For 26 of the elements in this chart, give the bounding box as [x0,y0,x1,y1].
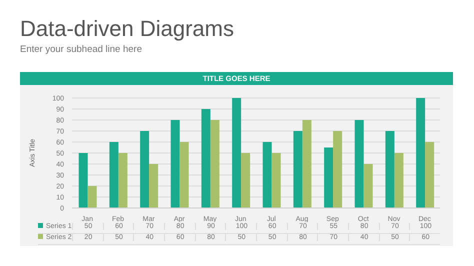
bar [78,153,88,208]
bar [272,153,281,208]
bar [241,153,250,208]
bar [140,131,150,208]
bar [333,131,342,208]
bar [180,142,189,208]
bar [170,120,180,208]
bar [416,98,426,208]
bar [109,142,118,208]
chart-title: Data-driven Diagrams [20,16,234,42]
bar [302,120,312,208]
bar [232,98,242,208]
bar [293,131,302,208]
bar [425,142,434,208]
bar [385,131,394,208]
bar [201,109,210,208]
bar [354,120,364,208]
bar [118,153,128,208]
bar [364,164,373,208]
bar [210,120,220,208]
bar [324,148,334,208]
bar [394,153,404,208]
bar [149,164,158,208]
bar [262,142,272,208]
bar [88,186,97,208]
chart-subtitle: Enter your subhead line here [20,44,142,55]
